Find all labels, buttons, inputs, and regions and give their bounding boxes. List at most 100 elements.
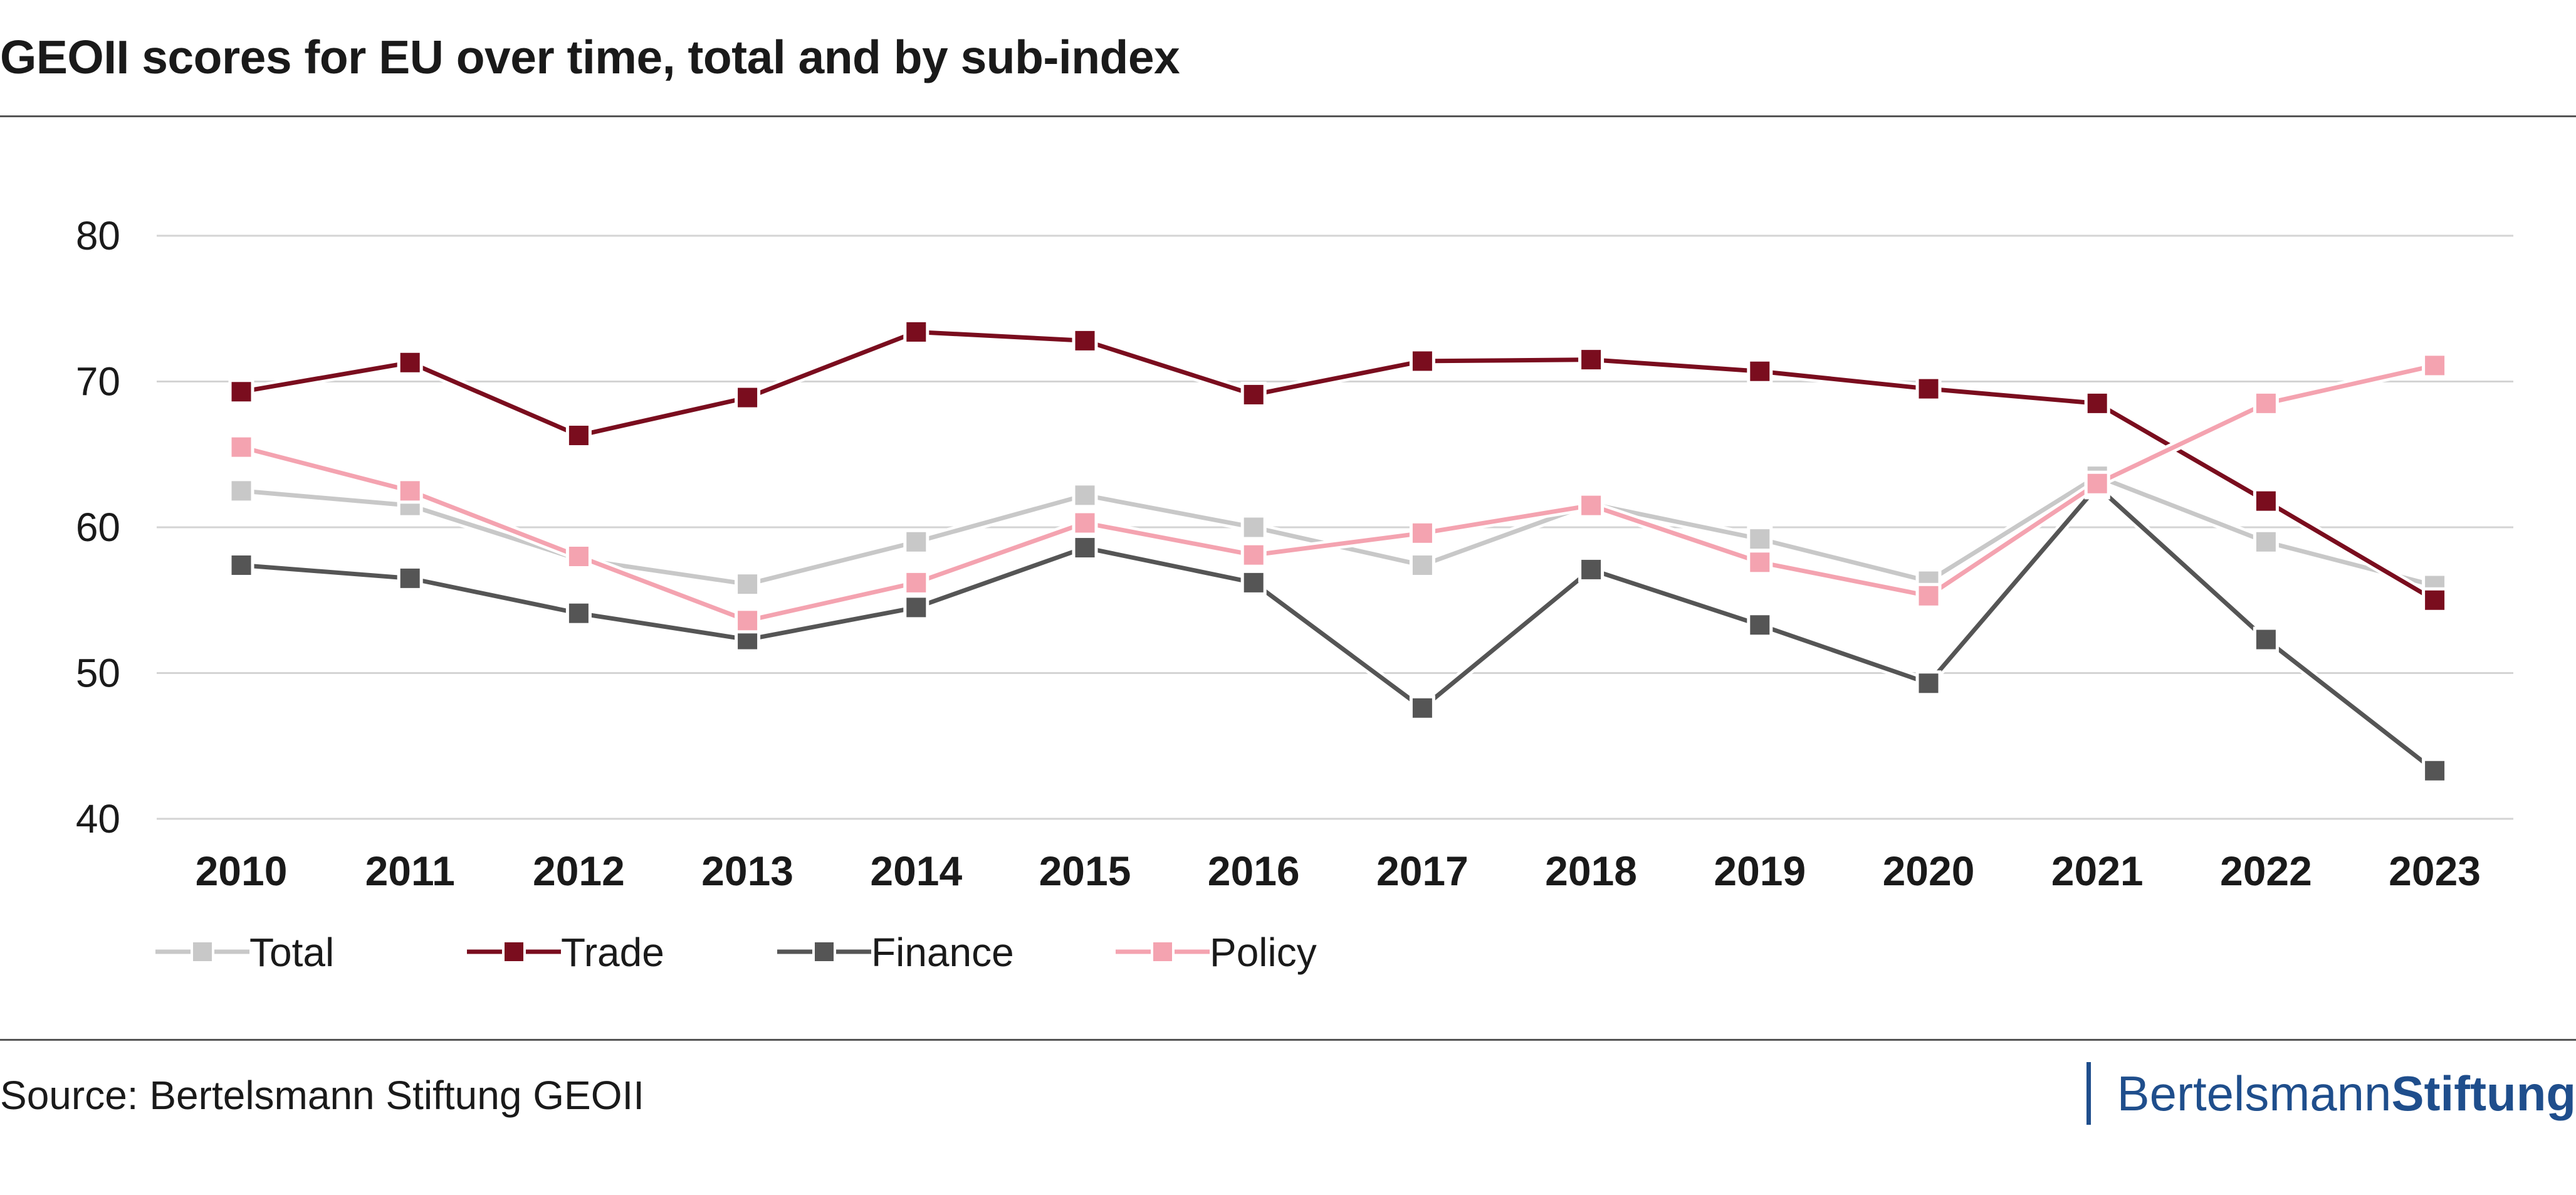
data-point-trade-2011 [397,349,423,376]
legend-label: Policy [1210,930,1317,975]
footer-divider [0,1039,2576,1041]
data-point-trade-2015 [1072,327,1098,354]
data-point-finance-2020 [1915,670,1942,697]
series-total [228,463,2448,599]
y-tick-label: 40 [76,796,120,841]
legend-label: Finance [871,930,1014,975]
data-point-trade-2021 [2084,390,2110,416]
data-point-trade-2023 [2422,587,2448,613]
x-tick-label: 2012 [533,848,625,894]
x-tick-label: 2017 [1376,848,1469,894]
data-point-total-2022 [2253,529,2279,555]
data-point-policy-2021 [2084,470,2110,497]
legend-item-policy: Policy [1116,930,1317,975]
data-point-total-2017 [1409,552,1435,578]
data-point-finance-2011 [397,565,423,591]
data-point-trade-2010 [228,379,254,405]
data-point-finance-2010 [228,552,254,578]
data-point-total-2010 [228,478,254,504]
data-point-finance-2017 [1409,695,1435,721]
header-divider [0,115,2576,117]
data-point-finance-2014 [903,594,929,621]
data-point-finance-2018 [1578,556,1605,582]
data-point-policy-2023 [2422,352,2448,379]
x-tick-label: 2016 [1208,848,1300,894]
brand-name-regular: Bertelsmann [2117,1065,2392,1121]
data-point-finance-2023 [2422,757,2448,784]
data-point-finance-2022 [2253,626,2279,653]
series-line [241,484,2436,773]
data-point-total-2013 [735,571,761,598]
data-point-trade-2012 [565,423,592,449]
series-line-halo [241,481,2438,775]
x-tick-label: 2015 [1039,848,1131,894]
legend-marker [1151,940,1175,964]
x-tick-label: 2013 [701,848,793,894]
data-point-trade-2020 [1915,376,1942,402]
y-axis-ticks: 40 50 60 70 80 [76,213,120,841]
source-note: Source: Bertelsmann Stiftung GEOII [0,1073,645,1118]
y-tick-label: 80 [76,213,120,258]
x-tick-label: 2023 [2389,848,2481,894]
gridlines [157,234,2513,820]
data-point-policy-2012 [565,544,592,569]
legend-label: Trade [561,930,664,975]
x-tick-label: 2010 [196,848,288,894]
y-tick-label: 70 [76,359,120,404]
data-point-trade-2019 [1747,358,1773,384]
x-axis-ticks: 2010 2011 2012 2013 2014 2015 2016 2017 2018 2019… [196,848,2481,894]
series-lines [228,318,2448,784]
data-point-trade-2014 [903,318,929,345]
series-finance [228,473,2448,784]
data-point-policy-2022 [2253,390,2279,416]
x-tick-label: 2020 [1883,848,1975,894]
data-point-policy-2014 [903,569,929,596]
legend: Total Trade Finance Policy [155,930,1317,975]
data-point-policy-2018 [1578,492,1605,519]
data-point-policy-2011 [397,478,423,504]
data-point-total-2014 [903,529,929,555]
data-point-policy-2020 [1915,582,1942,609]
x-tick-label: 2014 [870,848,962,894]
series-line [241,329,2436,603]
y-tick-label: 60 [76,505,120,550]
x-tick-label: 2018 [1545,848,1637,894]
data-point-policy-2016 [1240,542,1267,568]
legend-marker [191,940,214,964]
data-point-finance-2015 [1072,535,1098,561]
data-point-policy-2010 [228,434,254,460]
brand-logo: Bertelsmann Stiftung [2086,1062,2576,1125]
data-point-trade-2016 [1240,381,1267,408]
data-point-trade-2017 [1409,348,1435,374]
data-point-finance-2019 [1747,612,1773,638]
data-point-trade-2022 [2253,488,2279,514]
data-point-total-2016 [1240,514,1267,540]
legend-marker [502,940,526,964]
legend-item-trade: Trade [467,930,664,975]
x-tick-label: 2019 [1714,848,1806,894]
brand-name-bold: Stiftung [2391,1065,2576,1121]
chart-title: GEOII scores for EU over time, total and… [0,31,1180,83]
legend-marker [812,940,836,964]
x-tick-label: 2011 [365,848,455,894]
data-point-trade-2018 [1578,347,1605,373]
data-point-total-2015 [1072,482,1098,508]
y-tick-label: 50 [76,651,120,696]
x-tick-label: 2021 [2051,848,2144,894]
series-policy [228,352,2448,634]
series-line [241,363,2436,623]
data-point-finance-2016 [1240,569,1267,596]
series-trade [228,318,2448,613]
x-tick-label: 2022 [2220,848,2312,894]
data-point-policy-2017 [1409,520,1435,546]
legend-item-total: Total [155,930,334,975]
data-point-total-2019 [1747,526,1773,552]
legend-item-finance: Finance [777,930,1014,975]
legend-label: Total [249,930,334,975]
data-point-policy-2015 [1072,510,1098,536]
data-point-finance-2012 [565,600,592,626]
data-point-policy-2013 [735,608,761,634]
data-point-policy-2019 [1747,549,1773,576]
data-point-trade-2013 [735,384,761,411]
